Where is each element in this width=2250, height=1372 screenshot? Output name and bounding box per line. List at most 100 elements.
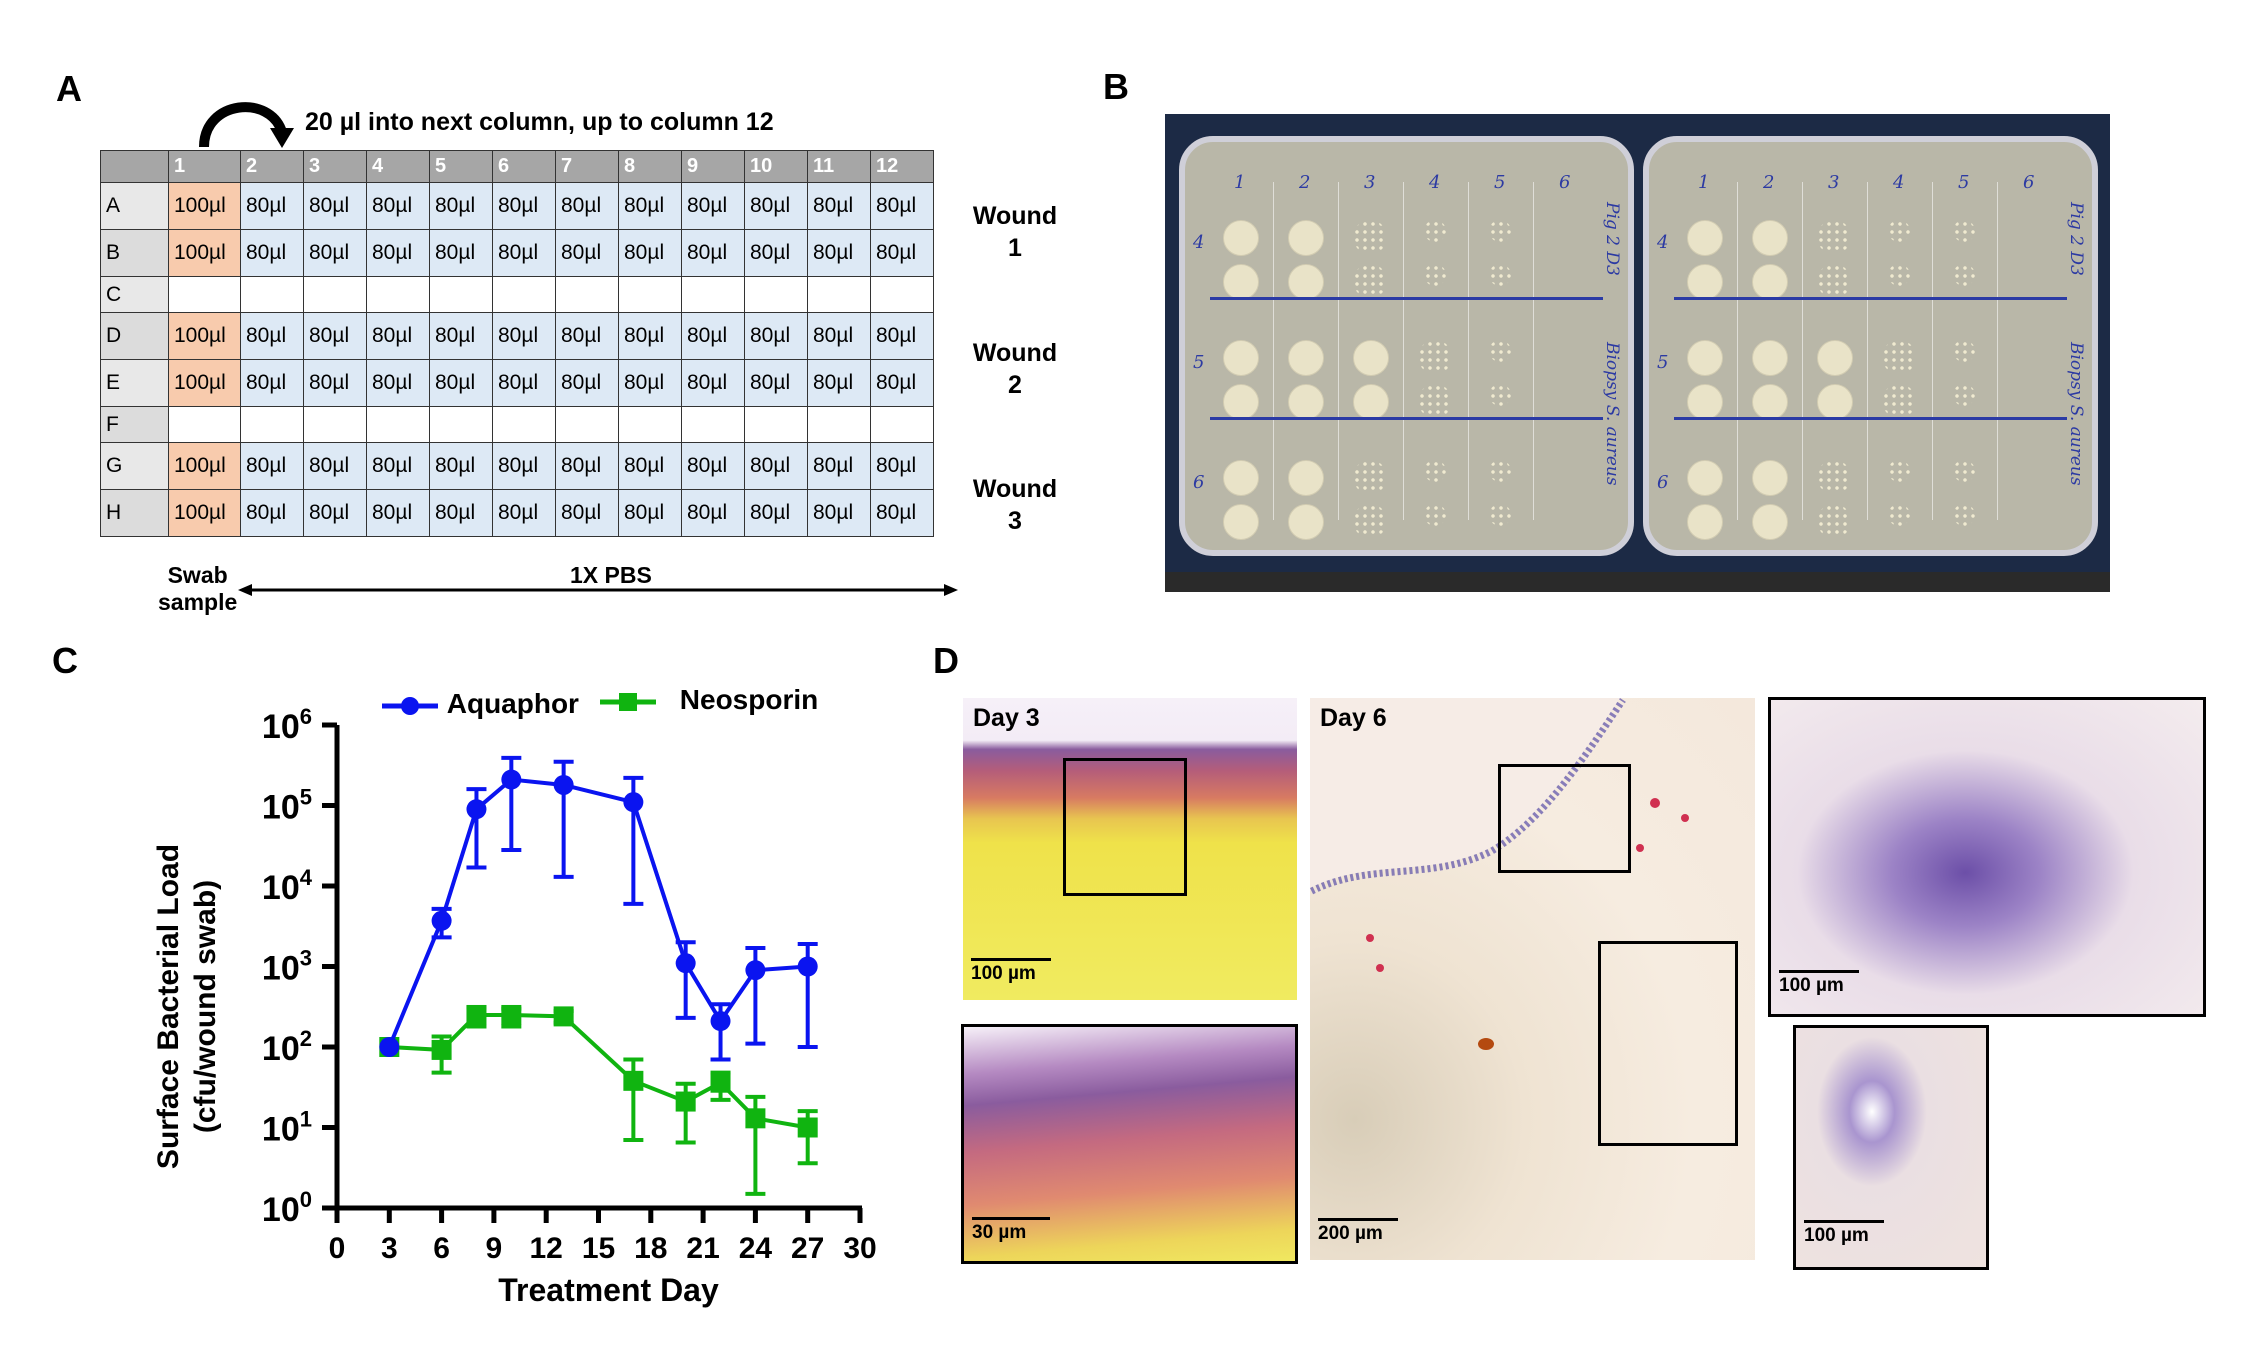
plate-row: G 100µl 80µl 80µl 80µl 80µl 80µl 80µl 80µl 80µl 80… <box>100 442 934 490</box>
colony-dots <box>1953 264 1975 286</box>
x-tick-label: 9 <box>486 1232 503 1265</box>
well-cell: 80µl <box>366 312 430 360</box>
well-cell: 80µl <box>429 359 493 407</box>
well-cell: 80µl <box>870 182 934 230</box>
column-header: 10 <box>744 150 808 183</box>
colony-dots <box>1424 504 1446 526</box>
colony-dots <box>1418 384 1452 418</box>
row-label: F <box>100 406 169 443</box>
panel-label-b: B <box>1103 66 1129 107</box>
column-header: 8 <box>618 150 682 183</box>
x-tick-label: 3 <box>381 1232 398 1265</box>
plate-side-label-bottom: Biopsy S. aureus <box>1602 342 1622 486</box>
plate-row-number: 4 <box>1657 232 1669 253</box>
inset-box-day6-upper <box>1498 764 1631 873</box>
y-tick-label: 105 <box>262 785 312 827</box>
bacterial-load-chart: 100 101 102 103 104 105 106 0 3 6 9 12 15 18 21 24 27 30 T… <box>152 704 877 1308</box>
colony-dots <box>1353 504 1387 538</box>
data-point-neosporin <box>745 1108 766 1129</box>
colony-dots <box>1888 264 1910 286</box>
well-cell: 80µl <box>807 489 871 537</box>
well-cell: 100µl <box>168 182 241 230</box>
scale-bar-day6-zoom-upper: 100 µm <box>1779 970 1859 997</box>
colony-dots <box>1489 504 1511 526</box>
plate-column-number: 5 <box>1494 172 1506 193</box>
colony-spot <box>1288 340 1324 376</box>
legend-item-aquaphor: Aquaphor <box>380 688 579 720</box>
panel-label-c: C <box>52 640 78 681</box>
marker-line <box>1210 417 1603 420</box>
plate-row: D 100µl 80µl 80µl 80µl 80µl 80µl 80µl 80µl 80µl 80… <box>100 312 934 360</box>
colony-spot <box>1752 264 1788 300</box>
colony-dots <box>1817 460 1851 494</box>
x-tick-label: 24 <box>739 1232 773 1265</box>
column-header: 4 <box>366 150 430 183</box>
well-cell: 80µl <box>870 489 934 537</box>
colony-dots <box>1489 340 1511 362</box>
colony-spot <box>1353 384 1389 420</box>
data-point-aquaphor <box>466 799 487 820</box>
well-cell: 80µl <box>492 489 556 537</box>
well-plate-table: 1 2 3 4 5 6 7 8 9 10 11 12 A 100µl 80µl 80µl 80µl 80µl 80µ… <box>100 150 934 537</box>
plate-column-number: 4 <box>1429 172 1441 193</box>
agar-plate-right: 1 2 3 4 5 6 4 5 6 Pig 2 D3 Biopsy S. aureus <box>1643 136 2098 556</box>
colony-dots <box>1882 384 1916 418</box>
plate-row: A 100µl 80µl 80µl 80µl 80µl 80µl 80µl 80µl 80µl 80… <box>100 182 934 230</box>
tissue-edge-illustration <box>1310 698 1689 1050</box>
colony-dots <box>1953 460 1975 482</box>
colony-dots <box>1953 504 1975 526</box>
x-tick-label: 21 <box>686 1232 719 1265</box>
well-cell: 80µl <box>240 359 304 407</box>
well-cell <box>555 406 619 443</box>
data-point-neosporin <box>466 1004 487 1025</box>
colony-dots <box>1489 264 1511 286</box>
plate-row: E 100µl 80µl 80µl 80µl 80µl 80µl 80µl 80µl 80µl 80… <box>100 359 934 407</box>
row-label: G <box>100 442 169 490</box>
colony-spot <box>1223 264 1259 300</box>
well-cell: 80µl <box>618 312 682 360</box>
x-tick-label: 0 <box>329 1232 346 1265</box>
series-line-aquaphor <box>387 777 808 1048</box>
colony-dots <box>1953 220 1975 242</box>
colony-dots <box>1817 264 1851 298</box>
colony-dots <box>1489 460 1511 482</box>
well-cell: 80µl <box>681 359 745 407</box>
grid-line <box>1932 182 1933 520</box>
well-cell <box>744 406 808 443</box>
well-cell <box>429 276 493 313</box>
colony-dots <box>1353 460 1387 494</box>
plate-row-number: 5 <box>1657 352 1669 373</box>
plate-column-number: 2 <box>1763 172 1775 193</box>
x-tick-label: 27 <box>791 1232 824 1265</box>
well-cell: 80µl <box>303 359 367 407</box>
marker-line <box>1210 297 1603 300</box>
column-header: 6 <box>492 150 556 183</box>
well-cell: 100µl <box>168 489 241 537</box>
plate-column-number: 5 <box>1958 172 1970 193</box>
wound-label-2: Wound 2 <box>972 339 1058 399</box>
day6-label: Day 6 <box>1320 704 1387 732</box>
colony-dots <box>1882 340 1916 374</box>
colony-dots <box>1424 264 1446 286</box>
scale-bar-day6-zoom-lower: 100 µm <box>1804 1220 1884 1247</box>
colony-dots <box>1489 220 1511 242</box>
well-cell: 80µl <box>744 312 808 360</box>
y-tick-label: 103 <box>262 946 312 988</box>
colony-spot <box>1752 220 1788 256</box>
well-cell <box>303 406 367 443</box>
well-cell: 100µl <box>168 442 241 490</box>
scale-bar-day3-zoom: 30 µm <box>972 1217 1050 1244</box>
well-cell: 80µl <box>555 312 619 360</box>
y-tick-label: 101 <box>262 1107 312 1149</box>
well-cell: 80µl <box>429 489 493 537</box>
y-tick-label: 106 <box>262 704 312 746</box>
well-cell <box>744 276 808 313</box>
panel-label-a: A <box>56 68 82 109</box>
grid-line <box>1338 182 1339 520</box>
well-cell: 80µl <box>492 359 556 407</box>
data-point-neosporin <box>431 1039 452 1060</box>
row-label: H <box>100 489 169 537</box>
wound-label-3: Wound 3 <box>972 475 1058 535</box>
well-cell: 80µl <box>555 229 619 277</box>
plate-row-number: 6 <box>1193 472 1205 493</box>
